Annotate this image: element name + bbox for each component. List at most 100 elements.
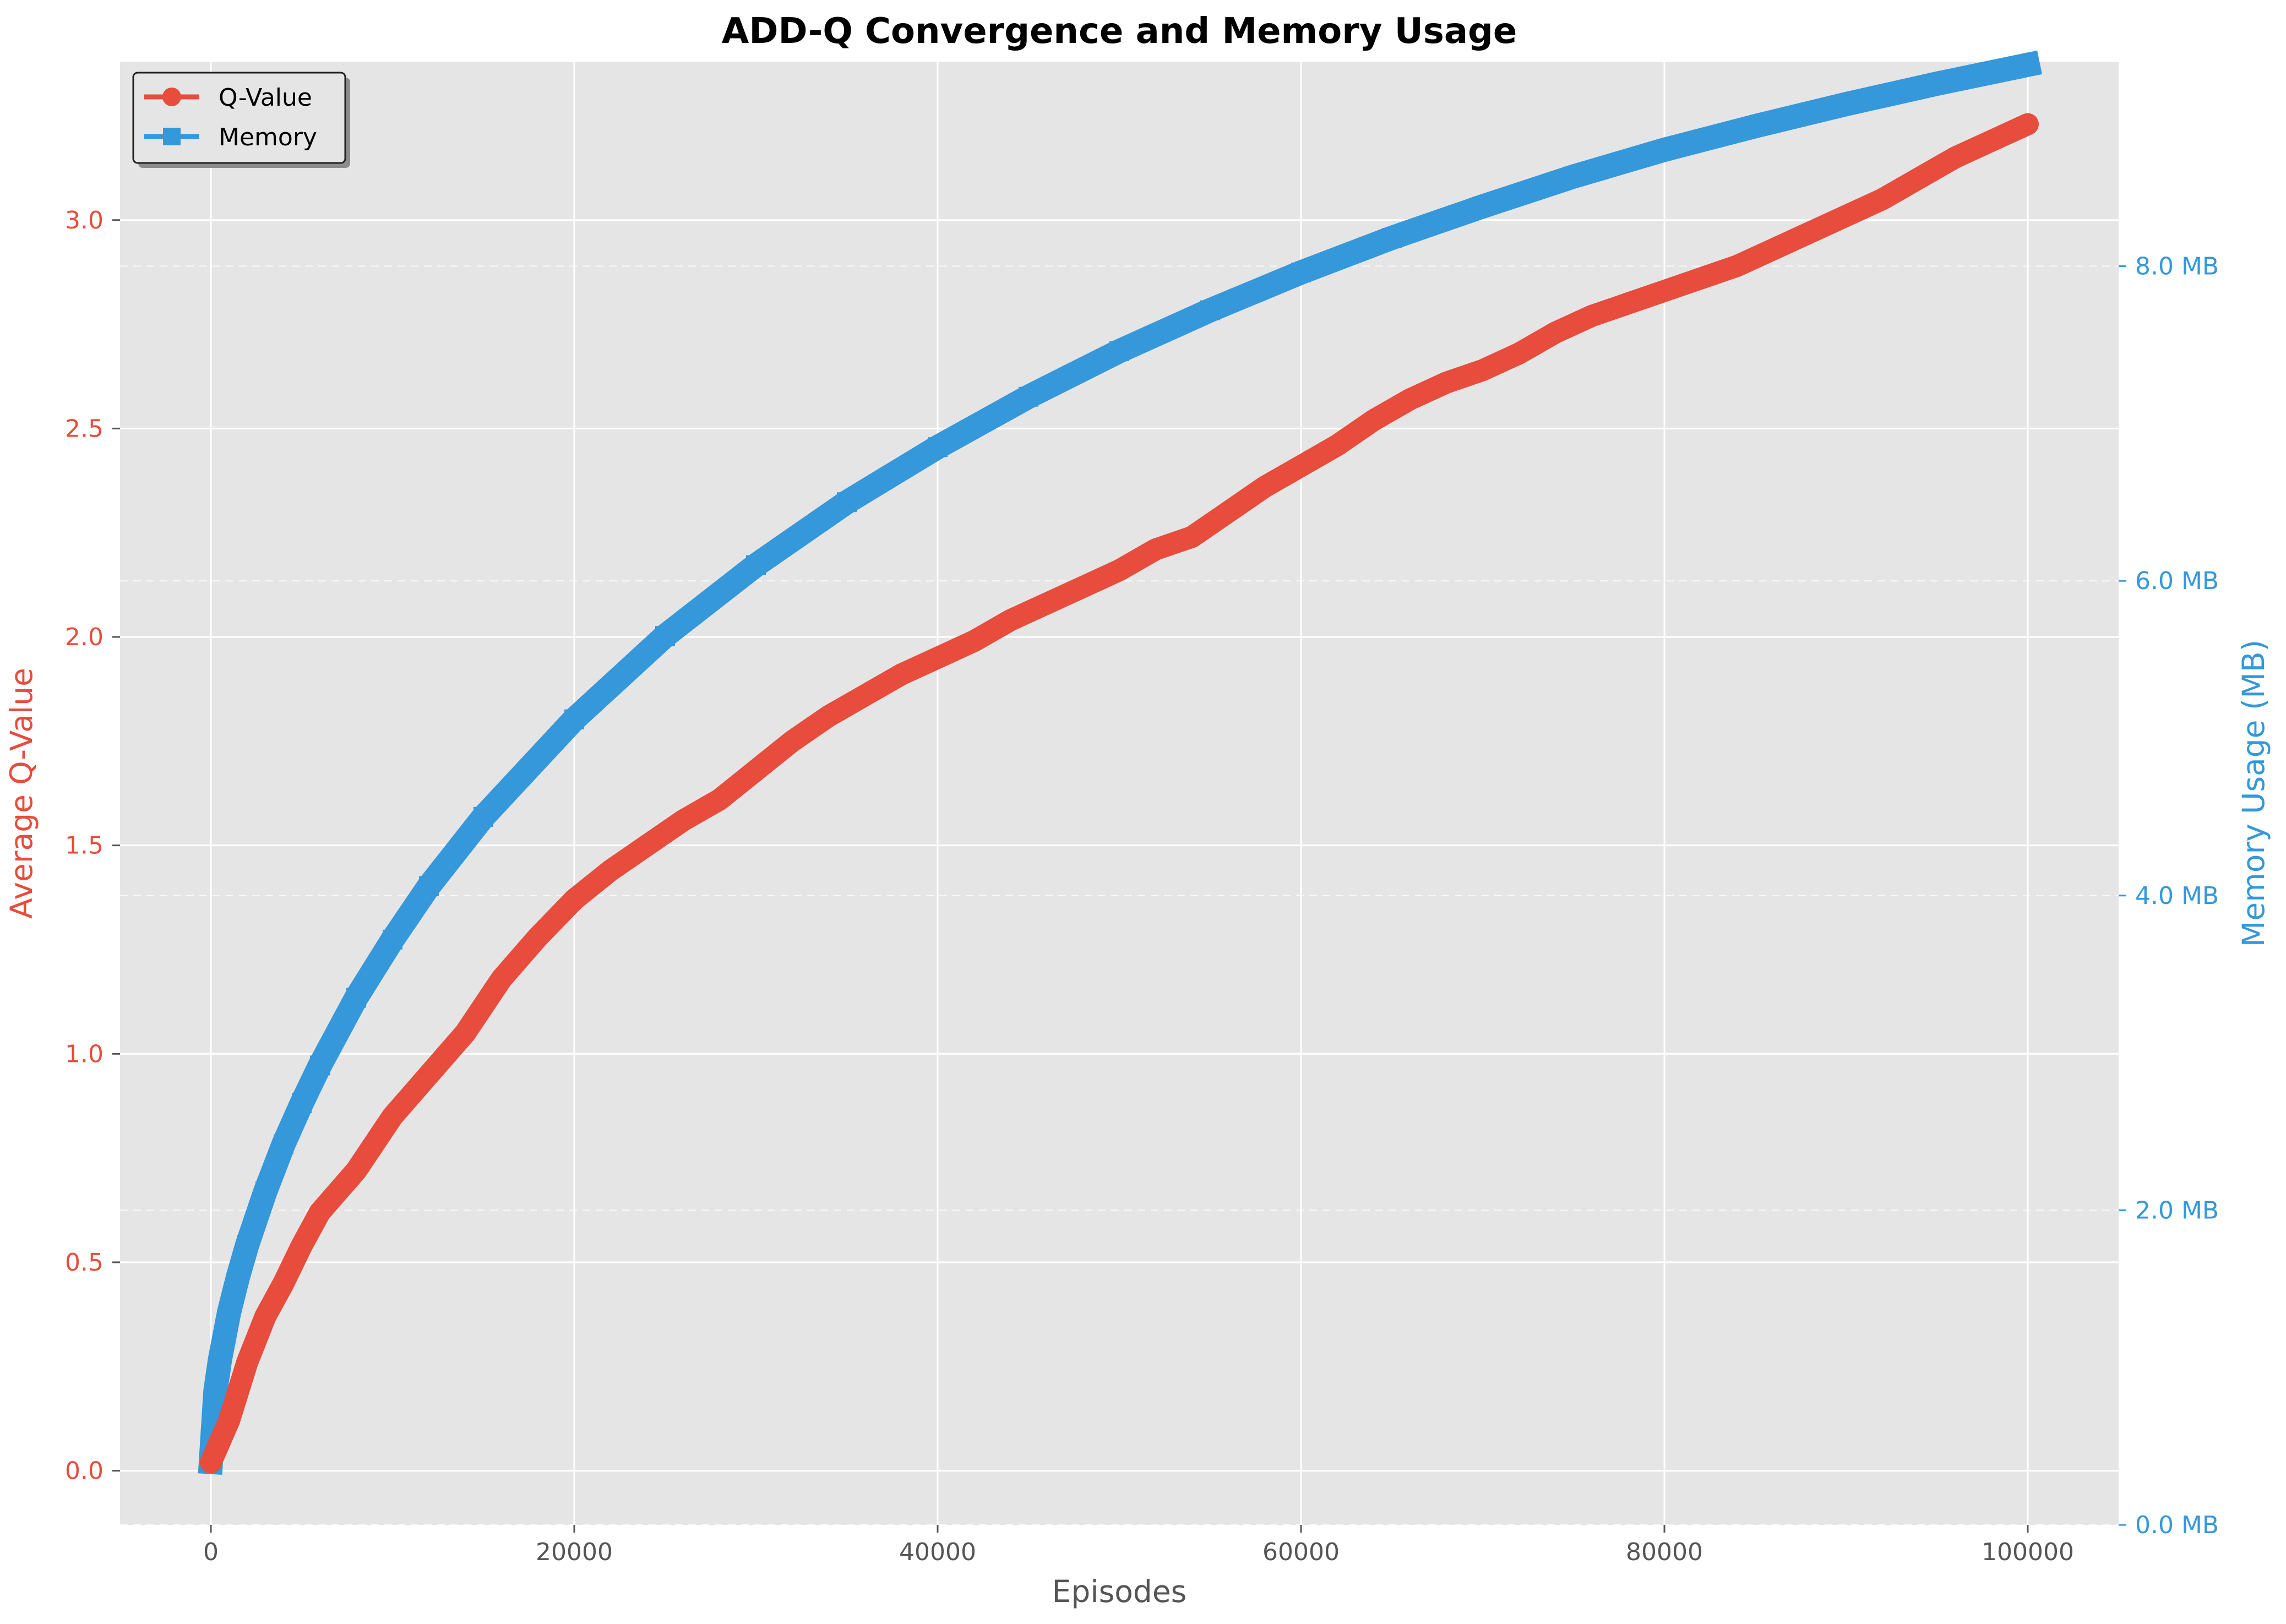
q-value-point [1872,188,1893,210]
q-value-point [219,1410,240,1431]
q-value-point [1618,293,1639,314]
memory-point [1109,341,1129,361]
legend: Q-Value Memory [132,72,350,168]
memory-point [237,1235,257,1255]
q-value-point [600,860,621,881]
x-tick-label: 80000 [1626,1538,1703,1566]
q-value-point [382,1105,403,1127]
q-value-point [745,760,766,781]
plot-area [120,62,2119,1525]
q-value-point [1763,238,1784,260]
q-value-point [1109,559,1130,581]
q-value-point [818,705,839,727]
memory-point [292,1093,312,1114]
left-y-axis-label: Average Q-Value [4,668,39,919]
q-value-point [1690,268,1711,289]
legend-q-value-label: Q-Value [219,84,312,112]
q-value-point [1509,343,1530,364]
q-value-point [854,685,875,706]
q-value-point [255,1306,276,1327]
memory-point [655,626,675,646]
memory-point [310,1055,330,1076]
q-value-point [2017,113,2038,135]
q-value-point [237,1351,258,1373]
q-value-point [1799,222,1820,243]
right-y-tick-label: 0.0 MB [2135,1511,2219,1539]
x-tick-label: 20000 [536,1538,613,1566]
x-tick-label: 100000 [1982,1538,2074,1566]
left-y-tick-label: 2.5 [65,415,104,443]
q-value-point [1036,593,1057,614]
memory-point [1382,228,1402,248]
q-value-point [1981,130,2002,151]
q-value-point [418,1064,439,1086]
x-tick-label: 40000 [899,1538,976,1566]
memory-point [228,1266,248,1287]
memory-point [1927,74,1947,94]
q-value-point [1908,168,1929,189]
memory-point [419,876,439,896]
memory-point [346,988,366,1008]
q-value-point [709,789,730,810]
q-value-point [1400,389,1420,410]
memory-point [1019,386,1038,407]
memory-point [928,437,948,457]
left-y-tick-label: 0.5 [65,1249,104,1277]
q-value-point [673,810,694,831]
memory-point [1654,140,1674,160]
x-tick-label: 60000 [1262,1538,1340,1566]
q-value-point [1436,372,1457,394]
q-value-point [1218,501,1239,522]
right-y-tick-label: 2.0 MB [2135,1196,2219,1224]
q-value-point [927,647,948,668]
legend-memory-label: Memory [219,123,317,151]
q-value-point [455,1022,476,1044]
legend-memory-marker [163,128,181,145]
memory-point [1836,94,1856,115]
memory-point [1200,300,1220,320]
q-value-point [1182,526,1202,548]
memory-point [2018,55,2038,75]
q-value-point [291,1235,312,1256]
series-layer [198,50,2043,1475]
right-y-tick-label: 4.0 MB [2135,882,2219,910]
memory-point [383,929,402,950]
memory-point [1291,262,1311,282]
left-y-tick-label: 1.0 [65,1040,104,1068]
axes: 0 20000 40000 60000 80000 100000 0.0 0.5 1.0 1.5 2… [65,206,2219,1566]
q-value-point [1945,147,1966,168]
q-value-point [1145,539,1166,560]
q-value-point [309,1202,330,1223]
q-value-point [891,664,912,685]
q-value-point [1836,205,1857,227]
q-value-point [1472,359,1493,381]
left-y-tick-label: 0.0 [65,1457,104,1485]
memory-point [1745,116,1765,137]
q-value-point [636,835,657,856]
q-value-point [1363,410,1384,431]
q-value-point [782,731,803,752]
q-value-point [273,1272,294,1294]
memory-point [255,1181,275,1202]
q-value-point [1327,434,1348,456]
q-value-point [200,1452,221,1473]
left-y-tick-label: 2.0 [65,623,104,651]
legend-q-value-marker [162,88,181,106]
q-value-point [564,889,585,911]
memory-point [473,806,493,827]
memory-point [746,555,766,575]
chart-title: ADD-Q Convergence and Memory Usage [722,11,1517,52]
memory-point [564,709,584,729]
right-y-axis-label: Memory Usage (MB) [2236,640,2271,947]
q-value-point [1727,255,1748,277]
q-value-point [491,968,512,989]
memory-point [210,1349,230,1370]
x-axis-label: Episodes [1052,1574,1187,1609]
q-value-point [527,927,548,948]
memory-point [1564,166,1583,187]
q-value-point [1581,305,1602,326]
q-value-point [1654,280,1675,302]
right-y-tick-label: 8.0 MB [2135,253,2219,281]
q-value-point [1254,476,1275,498]
